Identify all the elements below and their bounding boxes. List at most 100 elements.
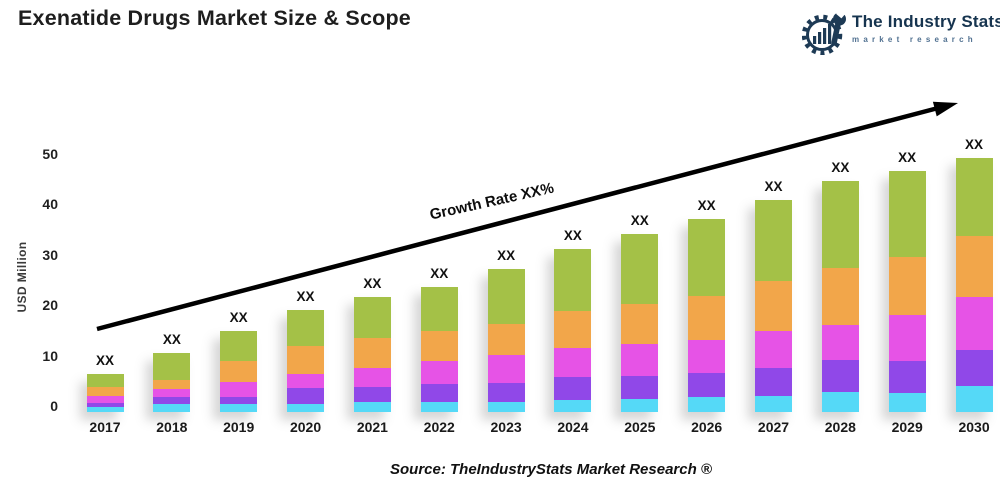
bar-segment xyxy=(487,268,525,324)
stacked-bar-2028 xyxy=(821,181,859,412)
bar-segment xyxy=(420,384,458,403)
stacked-bar-2018 xyxy=(153,353,191,412)
bar-segment xyxy=(420,331,458,362)
x-tick-label: 2018 xyxy=(156,419,188,435)
stacked-bar-2027 xyxy=(755,199,792,412)
source-caption: Source: TheIndustryStats Market Research… xyxy=(390,461,712,478)
x-tick-label: 2028 xyxy=(824,419,856,435)
bar-segment xyxy=(153,397,191,405)
bar-segment xyxy=(621,399,659,412)
stacked-bar-2021 xyxy=(353,296,391,412)
stacked-bar-2020 xyxy=(287,310,325,412)
bar-segment xyxy=(287,310,325,347)
bar-segment xyxy=(487,402,525,412)
y-tick-label: 10 xyxy=(42,347,58,364)
logo-tagline: market research xyxy=(852,35,977,44)
bar-segment xyxy=(153,388,191,398)
bar-segment xyxy=(287,374,325,389)
bar-segment xyxy=(755,331,792,369)
bar-segment xyxy=(220,331,258,362)
bar-segment xyxy=(420,286,458,332)
bar-segment xyxy=(888,171,926,258)
x-tick-label: 2017 xyxy=(89,419,121,435)
bar-segment xyxy=(220,404,258,412)
bar-segment xyxy=(888,257,926,315)
bar-segment xyxy=(955,349,993,386)
growth-rate-label: Growth Rate XX% xyxy=(428,179,556,224)
bar-segment xyxy=(821,181,859,268)
logo: The Industry Stats market research xyxy=(800,7,1000,57)
bar-segment xyxy=(755,199,792,281)
x-tick-label: 2023 xyxy=(490,419,522,435)
x-tick-label: 2025 xyxy=(624,419,656,435)
stacked-bar-2029 xyxy=(888,171,926,412)
bar-segment xyxy=(688,295,726,340)
bar-segment xyxy=(353,337,391,368)
bar-segment xyxy=(153,353,191,380)
bar-segment xyxy=(955,157,993,237)
y-tick-label: 0 xyxy=(50,398,58,414)
bar-segment xyxy=(353,387,391,403)
bar-segment xyxy=(554,376,592,401)
bar-value-label: XX xyxy=(95,353,114,369)
bar-value-label: XX xyxy=(363,275,382,291)
bar-segment xyxy=(153,379,191,389)
stacked-bar-2025 xyxy=(621,233,659,412)
bar-segment xyxy=(688,218,726,296)
bar-value-label: XX xyxy=(162,332,181,348)
bar-segment xyxy=(420,402,458,412)
bar-segment xyxy=(621,233,659,305)
bar-segment xyxy=(287,346,325,375)
bar-segment xyxy=(755,280,792,332)
y-tick-label: 40 xyxy=(42,196,58,212)
bar-segment xyxy=(487,382,525,403)
y-tick-label: 50 xyxy=(42,145,58,162)
bar-segment xyxy=(420,361,458,385)
bar-segment xyxy=(487,323,525,356)
bar-segment xyxy=(86,374,124,388)
gear-wrench-chart-icon xyxy=(802,9,846,55)
x-tick-label: 2027 xyxy=(757,419,790,435)
page-title: Exenatide Drugs Market Size & Scope xyxy=(18,6,411,30)
bar-segment xyxy=(821,392,859,412)
x-tick-label: 2021 xyxy=(356,419,388,435)
bar-segment xyxy=(554,248,592,311)
bar-segment xyxy=(353,402,391,412)
bar-segment xyxy=(220,396,258,405)
bar-segment xyxy=(821,360,859,393)
bar-segment xyxy=(621,375,659,400)
bar-segment xyxy=(888,314,926,362)
bar-segment xyxy=(688,397,726,412)
bar-segment xyxy=(888,361,926,394)
y-tick-label: 30 xyxy=(42,246,58,263)
bar-segment xyxy=(353,367,391,388)
bar-segment xyxy=(86,402,124,408)
bar-segment xyxy=(554,400,592,412)
stacked-bar-2019 xyxy=(220,331,258,412)
x-tick-label: 2029 xyxy=(891,419,923,435)
bar-segment xyxy=(86,387,124,397)
bar-segment xyxy=(220,361,258,382)
stacked-bar-2017 xyxy=(86,374,124,412)
stacked-bar-2022 xyxy=(420,286,458,412)
bar-segment xyxy=(621,343,659,376)
bar-segment xyxy=(353,296,391,338)
bar-value-label: XX xyxy=(898,150,917,166)
bar-value-label: XX xyxy=(296,289,315,305)
bar-segment xyxy=(554,347,592,377)
stacked-bar-2026 xyxy=(688,218,726,412)
bar-segment xyxy=(755,395,792,412)
bar-value-label: XX xyxy=(229,310,248,326)
bar-segment xyxy=(821,324,859,361)
bar-segment xyxy=(86,407,124,412)
bar-segment xyxy=(153,404,191,412)
bar-segment xyxy=(888,393,926,412)
bar-value-label: XX xyxy=(563,227,582,243)
bar-value-label: XX xyxy=(965,136,984,152)
x-tick-label: 2030 xyxy=(958,419,990,435)
bar-value-label: XX xyxy=(697,197,716,213)
x-tick-label: 2020 xyxy=(289,419,322,435)
bar-segment xyxy=(487,355,525,383)
stacked-bar-2030 xyxy=(955,157,993,412)
